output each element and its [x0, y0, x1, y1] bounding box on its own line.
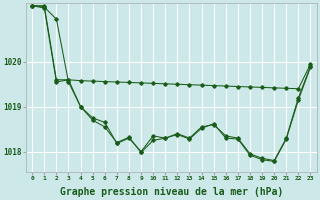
X-axis label: Graphe pression niveau de la mer (hPa): Graphe pression niveau de la mer (hPa)	[60, 186, 283, 197]
